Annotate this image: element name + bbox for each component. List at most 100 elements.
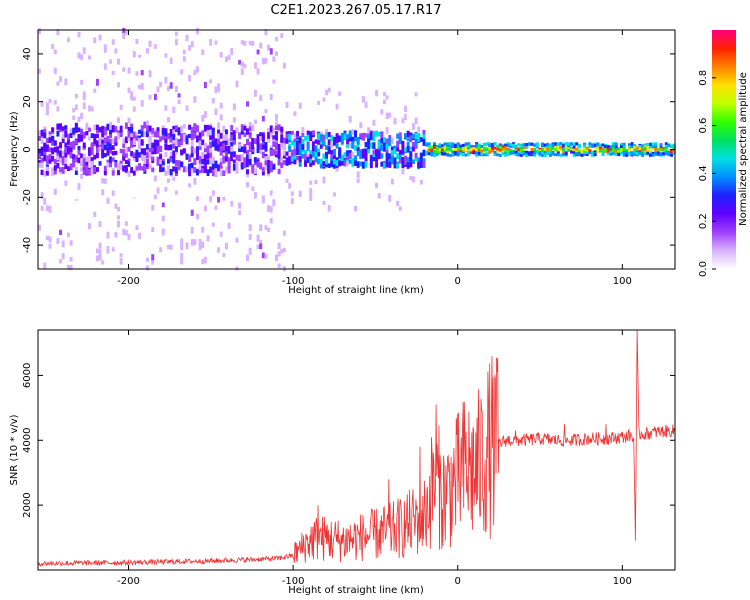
spectrogram-cell xyxy=(211,163,215,170)
spectrogram-cell xyxy=(243,157,247,163)
spectrogram-cell xyxy=(45,166,49,171)
spectrogram-cell xyxy=(659,149,663,153)
spectrogram-cell xyxy=(348,159,352,164)
spectrogram-cell xyxy=(106,231,110,239)
spectrogram-cell xyxy=(488,144,492,148)
spectrogram-cell xyxy=(282,150,286,156)
spectrogram-cell xyxy=(480,152,484,156)
spectrogram-cell xyxy=(219,102,223,109)
spectrogram-cell xyxy=(69,149,73,155)
spectrogram-cell xyxy=(340,137,344,145)
spectrogram-cell xyxy=(390,137,394,145)
spectrogram-cell xyxy=(66,166,70,172)
spectrogram-cell xyxy=(335,133,339,140)
spectrogram-cell xyxy=(356,171,360,179)
x-tick-label: 0 xyxy=(455,576,461,587)
spectrogram-cell xyxy=(140,70,144,76)
spectrogram-cell xyxy=(475,153,479,157)
spectrogram-cell xyxy=(217,133,221,139)
y-tick-label: 40 xyxy=(22,48,33,61)
spectrogram-cell xyxy=(248,40,252,46)
spectrogram-cell xyxy=(40,139,44,144)
spectrogram-cell xyxy=(209,135,213,140)
spectrogram-cell xyxy=(72,140,76,148)
spectrogram-cell xyxy=(240,88,244,95)
spectrogram-cell xyxy=(145,160,149,168)
spectrogram-cell xyxy=(248,153,252,159)
snr-y-label: SNR (10 * v/v) xyxy=(9,414,20,485)
spectrogram-cell xyxy=(340,161,344,166)
spectrogram-cell xyxy=(575,142,579,146)
colorbar: 0.00.20.40.60.8 Normalized spectral ampl… xyxy=(698,30,749,277)
spectrogram-cell xyxy=(443,146,447,150)
spectrogram-cell xyxy=(238,154,242,162)
spectrogram-cell xyxy=(222,170,226,177)
spectrogram-cell xyxy=(377,99,381,106)
spectrogram-cell xyxy=(433,153,437,157)
spectrogram-cell xyxy=(361,132,365,140)
spectrogram-cell xyxy=(317,133,321,141)
spectrogram-cell xyxy=(654,145,658,149)
spectrogram-cell xyxy=(298,149,302,156)
spectrogram-cell xyxy=(543,143,547,147)
spectrogram-cell xyxy=(122,32,126,40)
spectrogram-cell xyxy=(538,151,542,155)
spectrogram-cell xyxy=(285,161,289,166)
spectrogram-cell xyxy=(509,151,513,155)
spectrogram-cell xyxy=(338,160,342,167)
spectrogram-cell xyxy=(369,154,373,161)
spectrogram-cell xyxy=(625,150,629,154)
spectrogram-cell xyxy=(174,140,178,146)
spectrogram-cell xyxy=(209,196,213,203)
spectrogram-cell xyxy=(101,139,105,146)
spectrogram-cell xyxy=(604,150,608,154)
spectrogram-cell xyxy=(161,160,165,166)
spectrogram-cell xyxy=(164,128,168,134)
spectrogram-cell xyxy=(612,142,616,146)
spectrogram-cell xyxy=(564,152,568,156)
spectrogram-cell xyxy=(77,31,81,38)
spectrogram-cell xyxy=(77,127,81,133)
spectrogram-cell xyxy=(156,86,160,93)
spectrogram-cell xyxy=(351,129,355,135)
spectrogram-cell xyxy=(335,167,339,172)
spectrogram-cell xyxy=(269,166,273,173)
spectrogram-cell xyxy=(667,153,671,157)
spectrogram-cell xyxy=(135,225,139,230)
spectrogram-cell xyxy=(201,258,205,265)
spectrogram-cell xyxy=(135,166,139,171)
spectrogram-cell xyxy=(377,193,381,199)
spectrogram-cell xyxy=(253,68,257,74)
spectrogram-cell xyxy=(119,125,123,133)
spectrogram-cell xyxy=(198,143,202,150)
spectrogram-cell xyxy=(153,93,157,101)
spectrogram-cell xyxy=(364,160,368,168)
spectrogram-cell xyxy=(172,129,176,136)
spectrogram-cell xyxy=(314,145,318,151)
spectrogram-cell xyxy=(285,151,289,156)
spectrogram-cell xyxy=(504,149,508,153)
spectrogram-cell xyxy=(64,164,68,170)
spectrogram-cell xyxy=(298,102,302,109)
spectrogram-cell xyxy=(606,151,610,155)
spectrogram-cell xyxy=(367,138,371,146)
spectrogram-cell xyxy=(530,142,534,146)
spectrogram-cell xyxy=(122,138,126,145)
spectrogram-cell xyxy=(203,81,207,89)
spectrogram-cell xyxy=(235,127,239,133)
spectrogram-cell xyxy=(593,153,597,157)
spectrogram-cell xyxy=(564,145,568,149)
spectrogram-cell xyxy=(145,131,149,136)
spectrogram-cell xyxy=(588,149,592,153)
spectrogram-cell xyxy=(98,139,102,144)
spectrogram-cell xyxy=(48,205,52,213)
spectrogram-cell xyxy=(101,149,105,156)
spectrogram-cell xyxy=(577,153,581,157)
spectrogram-cell xyxy=(98,242,102,249)
spectrogram-cell xyxy=(272,135,276,142)
spectrogram-cell xyxy=(398,132,402,139)
spectrogram-cell xyxy=(193,148,197,154)
spectrogram-cell xyxy=(275,51,278,56)
spectrogram-cell xyxy=(375,182,379,189)
spectrogram-cell xyxy=(354,205,357,212)
